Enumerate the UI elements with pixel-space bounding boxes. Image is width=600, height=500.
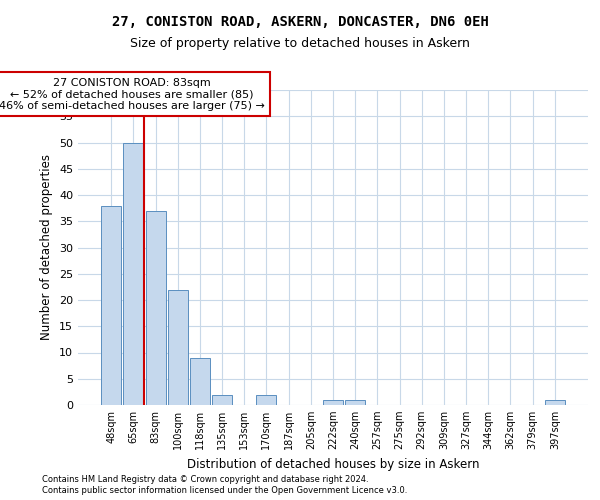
- Bar: [545, 400, 565, 405]
- Text: 27 CONISTON ROAD: 83sqm
← 52% of detached houses are smaller (85)
46% of semi-de: 27 CONISTON ROAD: 83sqm ← 52% of detache…: [0, 78, 265, 110]
- Bar: [212, 394, 232, 405]
- Bar: [190, 358, 210, 405]
- Bar: [256, 394, 277, 405]
- Text: Contains HM Land Registry data © Crown copyright and database right 2024.: Contains HM Land Registry data © Crown c…: [42, 475, 368, 484]
- Bar: [345, 400, 365, 405]
- Text: Size of property relative to detached houses in Askern: Size of property relative to detached ho…: [130, 38, 470, 51]
- Text: Contains public sector information licensed under the Open Government Licence v3: Contains public sector information licen…: [42, 486, 407, 495]
- X-axis label: Distribution of detached houses by size in Askern: Distribution of detached houses by size …: [187, 458, 479, 470]
- Bar: [168, 290, 188, 405]
- Bar: [323, 400, 343, 405]
- Bar: [146, 211, 166, 405]
- Y-axis label: Number of detached properties: Number of detached properties: [40, 154, 53, 340]
- Text: 27, CONISTON ROAD, ASKERN, DONCASTER, DN6 0EH: 27, CONISTON ROAD, ASKERN, DONCASTER, DN…: [112, 15, 488, 29]
- Bar: [101, 206, 121, 405]
- Bar: [124, 142, 143, 405]
